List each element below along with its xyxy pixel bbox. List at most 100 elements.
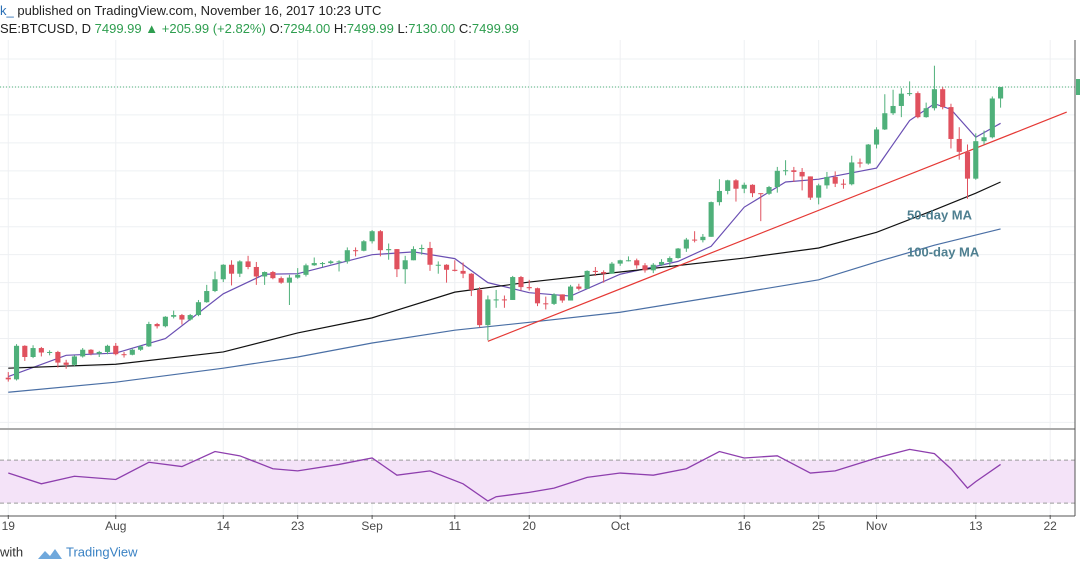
candle-body [840, 183, 847, 185]
candle-body [427, 247, 433, 265]
candle-body [601, 272, 607, 274]
candle-body [931, 89, 937, 109]
candle-body [849, 162, 855, 185]
candle-body [518, 277, 524, 288]
candle-body [344, 250, 350, 262]
candle-body [642, 265, 648, 271]
candle-body [88, 349, 94, 354]
candle-body [228, 264, 235, 274]
candle-body [13, 345, 20, 380]
ohlc-value: 7130.00 [408, 21, 455, 36]
candle-body [940, 89, 946, 108]
candle-body [981, 137, 987, 142]
candle-body [857, 162, 863, 164]
candle-body [47, 351, 53, 353]
x-tick-label: 16 [738, 519, 752, 533]
candle-body [5, 377, 11, 380]
x-tick-label: 19 [2, 519, 16, 533]
candle-body [650, 264, 656, 271]
candle-body [179, 315, 185, 320]
candle-body [377, 231, 383, 251]
candle-body [592, 270, 598, 273]
candle-body [493, 299, 499, 301]
candle-body [336, 261, 342, 263]
candle-body [526, 287, 532, 289]
candle-body [353, 250, 359, 252]
candle-body [783, 170, 789, 172]
candle-body [237, 261, 243, 274]
candle-body [865, 144, 871, 164]
candle-body [543, 303, 549, 305]
candle-body [741, 184, 747, 189]
candle-body [675, 248, 681, 259]
candle-body [584, 270, 590, 289]
candle-body [245, 261, 251, 267]
candle-body [973, 141, 979, 179]
candle-body [262, 272, 268, 277]
candle-body [319, 263, 326, 265]
candle-body [410, 249, 417, 261]
logo-icon [38, 549, 62, 559]
candle-body [138, 346, 144, 350]
ohlc-label: L: [397, 21, 408, 36]
candle-body [204, 291, 210, 303]
candle-body [38, 348, 44, 353]
candle-body [907, 93, 913, 95]
ohlc-value: 7294.00 [283, 21, 330, 36]
candle-body [658, 261, 665, 265]
symbol: SE:BTCUSD, D [0, 21, 91, 36]
x-tick-label: 13 [969, 519, 983, 533]
candle-body [559, 294, 565, 301]
ohlc-label: C: [459, 21, 472, 36]
candle-body [55, 351, 61, 363]
candle-body [485, 299, 491, 326]
candle-body [683, 239, 689, 249]
candle-body [394, 249, 400, 270]
candle-body [171, 315, 177, 317]
candle-body [468, 273, 474, 290]
candle-body [162, 316, 168, 327]
candle-body [534, 288, 541, 304]
published: published on TradingView.com, November 1… [17, 3, 381, 18]
candle-body [923, 108, 929, 118]
candle-body [460, 270, 466, 274]
candle-body [915, 93, 921, 118]
candle-body [71, 356, 77, 365]
x-tick-label: Oct [611, 519, 630, 533]
last-price: 7499.99 [95, 21, 142, 36]
candle-body [617, 260, 623, 264]
candle-body [104, 345, 111, 352]
candle-body [625, 260, 632, 262]
candle-body [129, 349, 135, 355]
candle-body [220, 264, 226, 280]
candle-body [212, 279, 218, 292]
candle-body [146, 324, 152, 347]
candle-body [402, 260, 408, 270]
candle-body [154, 324, 160, 327]
candle-body [22, 345, 28, 357]
candle-body [692, 239, 698, 241]
candle-body [609, 263, 615, 274]
rsi-line [8, 448, 1001, 502]
candle-body [551, 294, 557, 304]
candle-body [832, 176, 838, 184]
candle-body [386, 249, 392, 251]
symbol-line: SE:BTCUSD, D 7499.99 ▲ +205.99 (+2.82%) … [0, 21, 519, 36]
candle-body [311, 263, 317, 266]
candle-body [882, 113, 888, 130]
candle-body [873, 129, 880, 145]
candle-body [576, 286, 582, 289]
annotation: 50-day MA [907, 207, 973, 222]
x-tick-label: 20 [523, 519, 537, 533]
candle-body [443, 264, 450, 270]
candle-body [452, 269, 458, 271]
candle-body [700, 236, 706, 241]
author: k_ [0, 3, 15, 18]
x-tick-label: Aug [105, 519, 126, 533]
candle-body [253, 266, 259, 277]
candle-body [187, 315, 193, 320]
x-tick-label: Sep [361, 519, 383, 533]
candle-body [791, 170, 797, 172]
candle-body [725, 180, 731, 191]
